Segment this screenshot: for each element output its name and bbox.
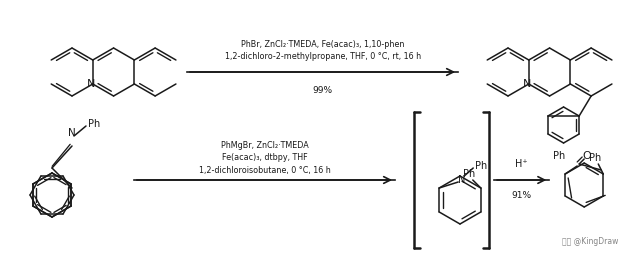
Text: 1,2-dichloro-2-methylpropane, THF, 0 °C, rt, 16 h: 1,2-dichloro-2-methylpropane, THF, 0 °C,… <box>225 51 420 61</box>
Text: PhMgBr, ZnCl₂·TMEDA: PhMgBr, ZnCl₂·TMEDA <box>221 140 308 150</box>
Text: 91%: 91% <box>511 192 532 200</box>
Text: N: N <box>458 175 465 185</box>
Text: Ph: Ph <box>476 161 488 171</box>
Text: H⁺: H⁺ <box>515 159 528 169</box>
Text: Ph: Ph <box>88 119 100 129</box>
Text: N: N <box>523 79 531 89</box>
Text: 99%: 99% <box>312 86 333 94</box>
Text: O: O <box>583 151 591 161</box>
Text: N: N <box>86 79 95 89</box>
Text: PhBr, ZnCl₂·TMEDA, Fe(acac)₃, 1,10-phen: PhBr, ZnCl₂·TMEDA, Fe(acac)₃, 1,10-phen <box>241 40 404 49</box>
Text: Fe(acac)₃, dtbpy, THF: Fe(acac)₃, dtbpy, THF <box>221 153 307 162</box>
Text: 1,2-dichloroisobutane, 0 °C, 16 h: 1,2-dichloroisobutane, 0 °C, 16 h <box>198 166 330 176</box>
Text: Ph: Ph <box>554 151 566 161</box>
Text: 头条 @KingDraw: 头条 @KingDraw <box>562 237 618 246</box>
Text: Ph: Ph <box>463 169 475 179</box>
Text: Ph: Ph <box>589 153 602 163</box>
Text: N: N <box>68 128 76 138</box>
